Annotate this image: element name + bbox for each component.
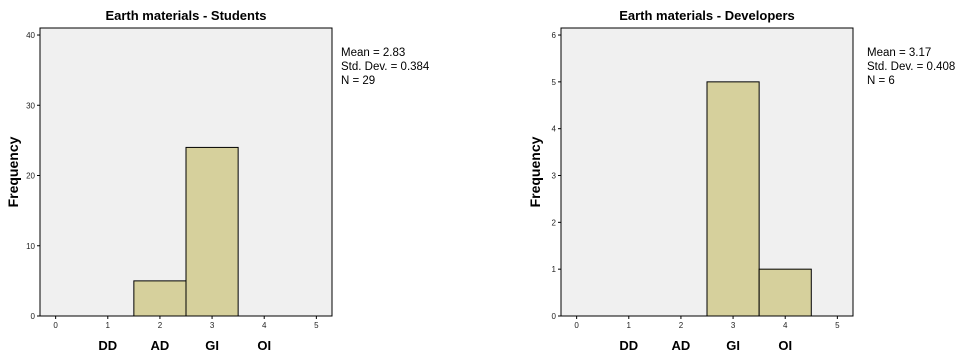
x-tick-label: 4 <box>262 321 267 330</box>
x-tick-label: 1 <box>627 321 632 330</box>
category-label: DD <box>619 338 638 353</box>
y-axis-label: Frequency <box>527 136 543 207</box>
histogram-bar <box>706 81 760 317</box>
histogram-bar <box>133 280 187 317</box>
x-tick-label: 1 <box>106 321 111 330</box>
category-label: OI <box>257 338 271 353</box>
chart-marks: 0 1 2 3 4 5 6 0 1 2 3 4 5 DD AD GI OI <box>552 31 841 353</box>
x-tick-label: 3 <box>731 321 736 330</box>
x-tick-label: 2 <box>158 321 163 330</box>
y-tick-label: 5 <box>552 78 557 87</box>
x-tick-label: 2 <box>679 321 684 330</box>
chart-marks: 0 10 20 30 40 0 1 2 3 4 5 DD AD GI OI <box>26 31 319 353</box>
category-label: OI <box>778 338 792 353</box>
y-tick-label: 10 <box>26 242 35 251</box>
category-label: AD <box>151 338 170 353</box>
y-tick-label: 4 <box>552 125 557 134</box>
category-label: AD <box>672 338 691 353</box>
stat-mean: Mean = 2.83 <box>341 47 405 59</box>
y-tick-label: 1 <box>552 265 557 274</box>
histogram-developers-svg: Earth materials - Developers Frequency M… <box>527 8 955 353</box>
y-tick-label: 40 <box>26 31 35 40</box>
y-tick-label: 20 <box>26 172 35 181</box>
y-tick-label: 3 <box>552 172 557 181</box>
stat-n: N = 6 <box>867 75 895 87</box>
category-label: DD <box>98 338 117 353</box>
stat-n: N = 29 <box>341 75 375 87</box>
x-tick-label: 4 <box>783 321 788 330</box>
histogram-bar <box>758 268 812 317</box>
y-tick-label: 30 <box>26 101 35 110</box>
stat-std-dev: Std. Dev. = 0.408 <box>867 61 955 73</box>
histogram-students: Earth materials - Students Frequency Mea… <box>5 8 430 353</box>
stat-std-dev: Std. Dev. = 0.384 <box>341 61 430 73</box>
x-tick-label: 5 <box>835 321 840 330</box>
x-tick-label: 0 <box>53 321 58 330</box>
stat-mean: Mean = 3.17 <box>867 47 931 59</box>
y-tick-label: 0 <box>552 312 557 321</box>
y-axis-label: Frequency <box>5 136 21 207</box>
histogram-developers: Earth materials - Developers Frequency M… <box>488 0 976 354</box>
x-tick-label: 3 <box>210 321 215 330</box>
chart-title: Earth materials - Developers <box>619 8 795 23</box>
y-tick-label: 0 <box>31 312 36 321</box>
histogram-bar <box>185 146 239 317</box>
x-tick-label: 5 <box>314 321 319 330</box>
category-label: GI <box>205 338 219 353</box>
y-tick-label: 2 <box>552 218 557 227</box>
chart-title: Earth materials - Students <box>105 8 266 23</box>
y-tick-label: 6 <box>552 31 557 40</box>
histogram-students-svg: Earth materials - Students Frequency Mea… <box>5 8 430 353</box>
x-tick-label: 0 <box>574 321 579 330</box>
category-label: GI <box>726 338 740 353</box>
